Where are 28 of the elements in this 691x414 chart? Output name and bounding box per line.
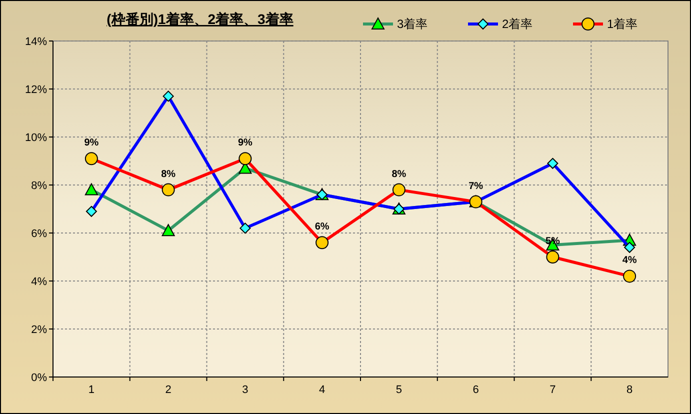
x-tick-label: 6 — [472, 384, 479, 396]
data-label: 7% — [468, 180, 484, 192]
x-tick-label: 4 — [319, 384, 326, 396]
x-tick-label: 5 — [396, 384, 402, 396]
y-tick-label: 14% — [24, 36, 48, 48]
x-tick-label: 1 — [88, 384, 94, 396]
y-tick-label: 6% — [31, 228, 48, 240]
data-label: 9% — [84, 138, 99, 149]
legend-label: 1着率 — [607, 17, 638, 32]
data-label: 5% — [545, 236, 560, 247]
x-tick-label: 8 — [626, 384, 633, 396]
data-label: 9% — [238, 138, 253, 149]
y-tick-label: 12% — [24, 84, 48, 96]
y-tick-label: 2% — [31, 324, 48, 336]
legend-label: 3着率 — [397, 17, 428, 32]
x-tick-label: 2 — [165, 384, 172, 396]
data-label: 4% — [622, 255, 637, 266]
chart-title: (枠番別)1着率、2着率、3着率 — [106, 11, 294, 27]
y-tick-label: 10% — [24, 132, 48, 144]
data-label: 8% — [161, 168, 176, 180]
x-tick-label: 3 — [242, 384, 248, 396]
legend-label: 2着率 — [502, 17, 533, 32]
x-tick-label: 7 — [550, 384, 556, 396]
data-label: 8% — [392, 168, 406, 180]
data-label: 6% — [314, 222, 330, 233]
y-tick-label: 8% — [31, 180, 48, 192]
y-tick-label: 4% — [31, 276, 48, 288]
y-tick-label: 0% — [31, 372, 48, 384]
